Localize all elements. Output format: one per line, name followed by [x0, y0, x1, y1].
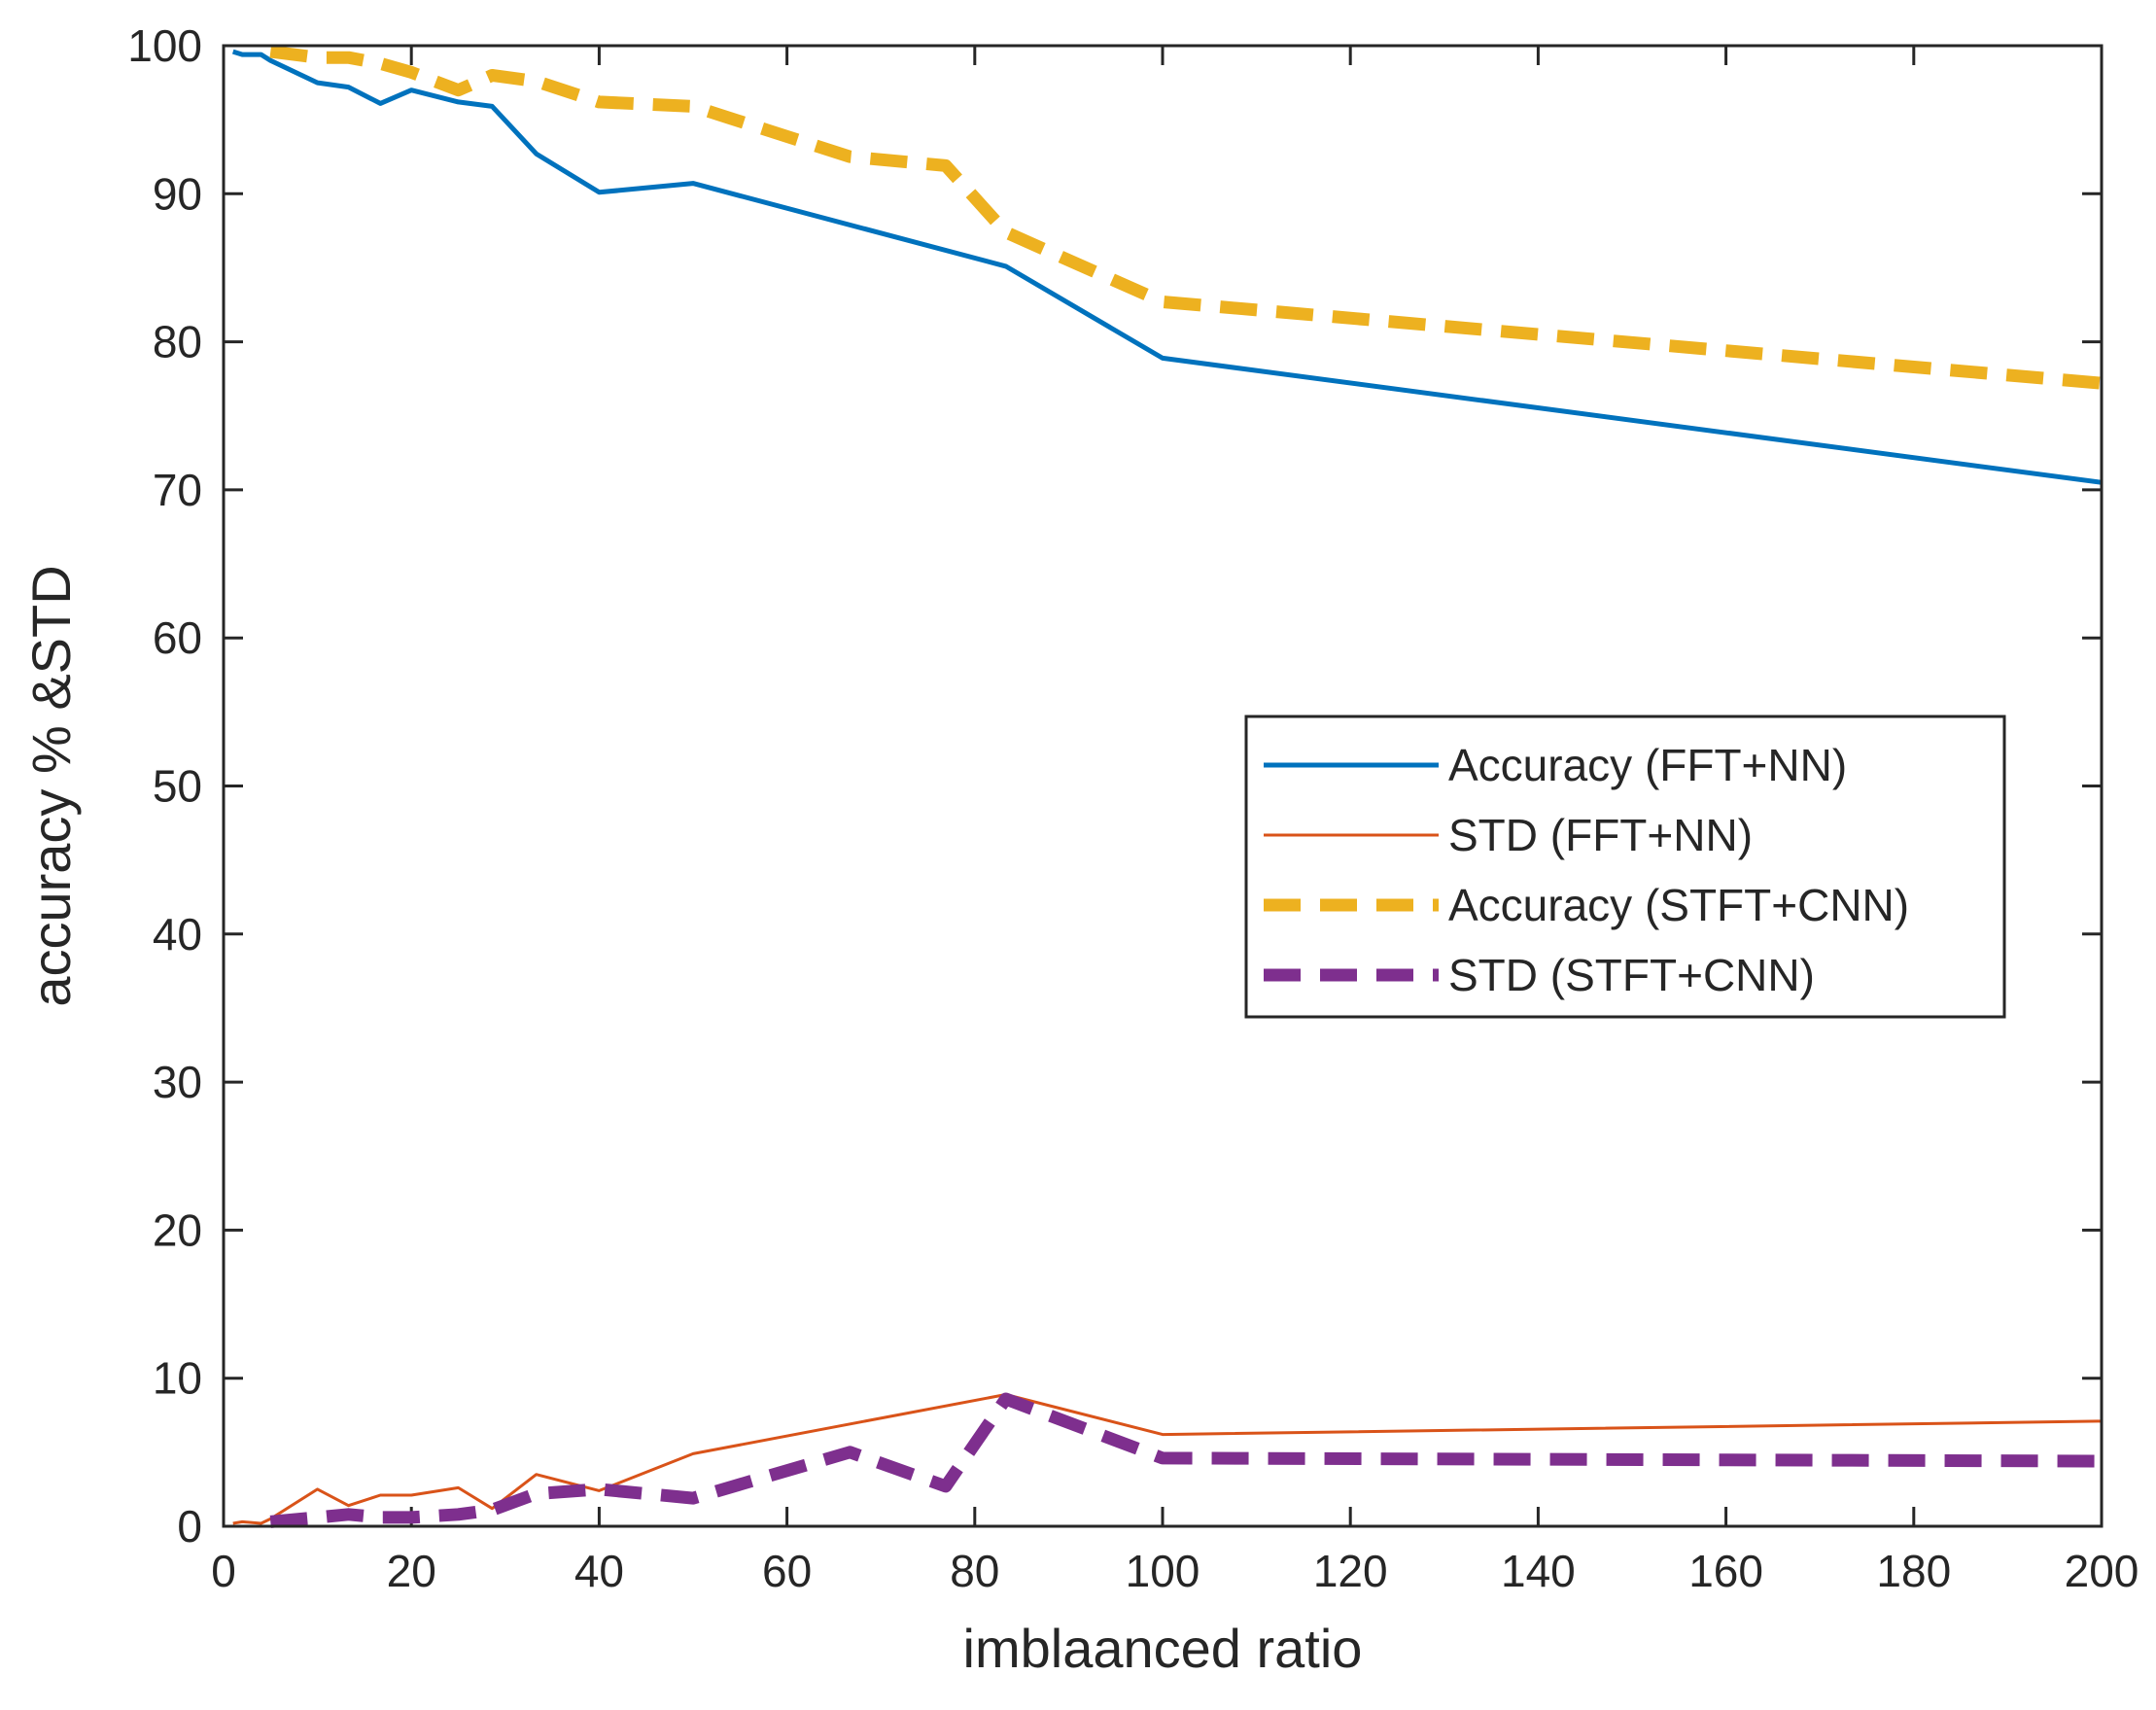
y-tick-label: 100 [127, 20, 202, 71]
x-tick-label: 40 [574, 1546, 624, 1596]
y-tick-labels: 0 10 20 30 40 50 60 70 80 90 100 [127, 20, 202, 1552]
series-line-4 [269, 1392, 2103, 1528]
axes-box [222, 44, 2104, 1528]
series-line-1 [231, 49, 2103, 485]
x-tick-label: 180 [1876, 1546, 1951, 1596]
series-line-2 [232, 1393, 2103, 1525]
x-tick-label: 160 [1688, 1546, 1763, 1596]
x-tick-label: 80 [950, 1546, 999, 1596]
x-tick-label: 20 [387, 1546, 436, 1596]
x-tick-label: 100 [1126, 1546, 1200, 1596]
legend-label-4: STD (STFT+CNN) [1448, 950, 1815, 1000]
legend-label-2: STD (FFT+NN) [1448, 810, 1753, 860]
y-tick-label: 30 [153, 1057, 202, 1107]
y-tick-label: 20 [153, 1204, 202, 1255]
y-tick-label: 60 [153, 612, 202, 663]
series-line-3 [269, 45, 2103, 390]
x-tick-label: 200 [2065, 1546, 2139, 1596]
x-axis-label: imblaanced ratio [963, 1618, 1363, 1679]
x-tick-label: 140 [1501, 1546, 1576, 1596]
y-tick-label: 0 [177, 1501, 202, 1552]
y-tick-label: 40 [153, 909, 202, 960]
y-tick-label: 50 [153, 761, 202, 812]
legend-label-3: Accuracy (STFT+CNN) [1448, 880, 1909, 930]
x-tick-label: 60 [762, 1546, 812, 1596]
x-tick-label: 120 [1313, 1546, 1388, 1596]
x-tick-label: 0 [211, 1546, 236, 1596]
y-axis-label: accuracy % &STD [20, 565, 82, 1006]
x-tick-labels: 0 20 40 60 80 100 120 140 160 180 200 [211, 1546, 2139, 1596]
y-tick-label: 90 [153, 168, 202, 219]
y-tick-label: 70 [153, 465, 202, 515]
series-layer [231, 45, 2103, 1528]
legend-label-1: Accuracy (FFT+NN) [1448, 740, 1847, 790]
y-tick-label: 80 [153, 317, 202, 367]
legend: Accuracy (FFT+NN) STD (FFT+NN) Accuracy (S… [1244, 715, 2006, 1019]
y-tick-label: 10 [153, 1353, 202, 1404]
